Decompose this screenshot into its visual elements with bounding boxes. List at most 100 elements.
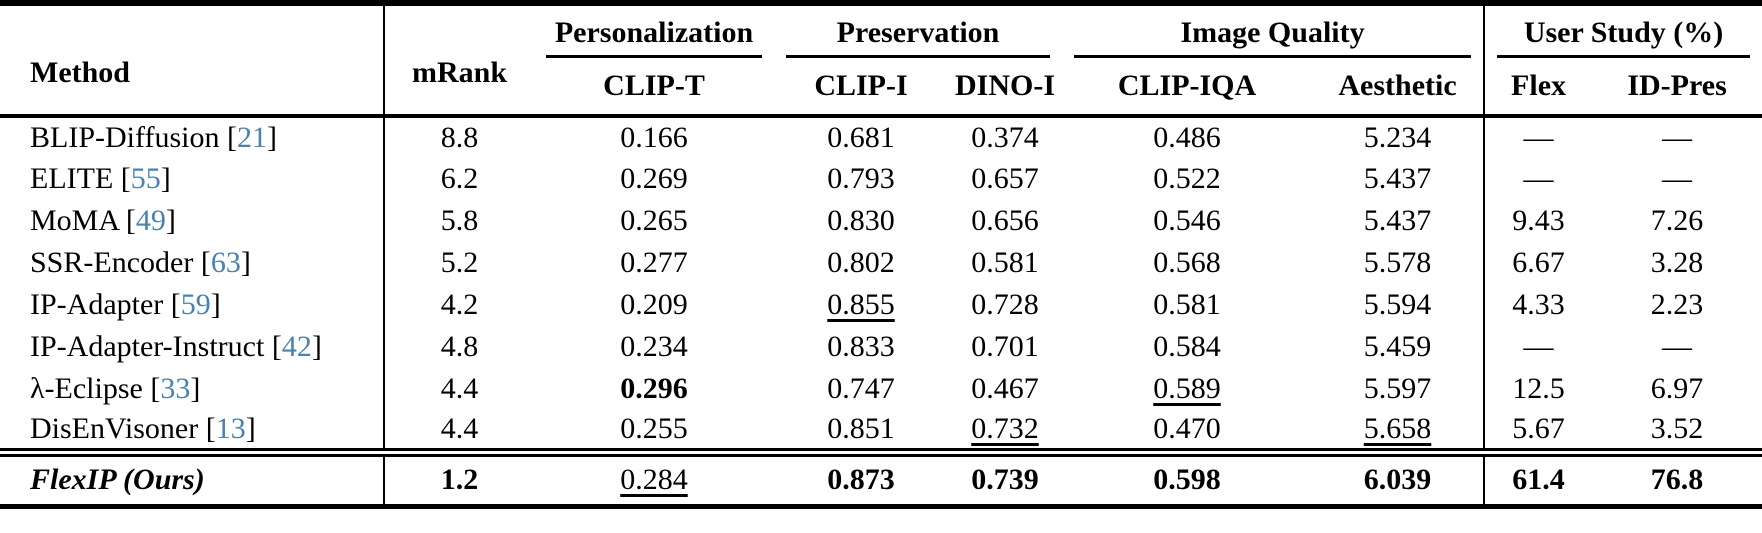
value-text: 0.581 [1153,288,1221,321]
value-text: 4.4 [440,372,479,405]
group-header-preservation: Preservation [774,6,1062,58]
citation-link[interactable]: 59 [180,288,211,321]
col-header-clip-iqa: CLIP-IQA [1062,58,1313,118]
value-cell: 5.597 [1312,368,1484,410]
value-text: 7.26 [1650,204,1704,237]
value-text: 6.67 [1512,246,1565,279]
value-text: 0.296 [620,372,688,405]
value-text: 0.467 [971,372,1039,405]
value-cell: 0.522 [1062,158,1312,200]
value-cell: 0.277 [534,242,774,284]
value-text: 5.597 [1363,372,1432,405]
method-cell: IP-Adapter [59] [30,288,221,321]
table-body: BLIP-Diffusion [21] 8.8 0.166 0.681 0.374 0.4… [0,116,1762,504]
group-header-user-study: User Study (%) [1483,6,1762,58]
value-cell: 12.5 [1483,368,1593,410]
value-text: 0.265 [620,204,688,237]
results-table-wrapper: Method mRank Personalization Preservatio… [0,0,1762,509]
value-cell: 0.598 [1062,447,1313,504]
value-cell: 5.578 [1312,242,1484,284]
value-text: 3.52 [1650,411,1704,445]
value-cell: 5.658 [1312,410,1484,452]
value-text: 6.97 [1650,372,1704,405]
col-header-method: Method [0,6,384,118]
method-name: FlexIP (Ours) [30,463,205,497]
value-cell: 0.265 [534,200,774,242]
value-cell: 0.269 [534,158,774,200]
value-text: 5.594 [1363,288,1432,321]
method-row: λ-Eclipse [33] 4.4 0.296 0.747 0.467 0.589 5.5… [0,368,1762,410]
value-text: 0.728 [971,288,1039,321]
value-cell: 6.97 [1592,368,1762,410]
value-text: 0.522 [1153,162,1221,195]
method-cell: MoMA [49] [30,204,176,237]
method-cell: DisEnVisoner [13] [30,411,256,445]
value-cell: 2.23 [1592,284,1762,326]
value-cell: — [1483,326,1593,368]
value-cell: 0.374 [948,116,1062,158]
value-text: — [1523,121,1554,154]
value-text: 0.470 [1153,411,1221,445]
table-header: Method mRank Personalization Preservatio… [0,6,1762,118]
value-cell: 0.657 [948,158,1062,200]
value-text: 6.039 [1363,463,1432,497]
method-name: IP-Adapter-Instruct [30,330,265,363]
header-sub-row: CLIP-T CLIP-I DINO-I CLIP-IQA Aesthetic … [0,58,1762,118]
value-cell: 5.2 [383,242,534,284]
value-cell: 0.589 [1062,368,1312,410]
method-name: λ-Eclipse [30,372,143,405]
value-text: 4.2 [440,288,479,321]
value-cell: 5.437 [1312,200,1484,242]
value-text: 0.589 [1153,372,1221,405]
citation-link[interactable]: 42 [281,330,312,363]
value-text: 0.830 [827,204,895,237]
value-cell: 0.284 [534,447,774,504]
method-cell: BLIP-Diffusion [21] [30,121,277,154]
citation-link[interactable]: 49 [135,204,166,237]
value-text: — [1662,121,1693,154]
value-text: 3.28 [1650,246,1704,279]
value-cell: 0.296 [534,368,774,410]
citation-link[interactable]: 63 [210,246,241,279]
value-text: 5.437 [1363,204,1432,237]
value-text: 0.234 [620,330,688,363]
method-name: SSR-Encoder [30,246,194,279]
value-text: 5.437 [1363,162,1432,195]
value-text: 5.234 [1363,121,1432,154]
citation-link[interactable]: 13 [215,411,246,445]
value-text: 6.2 [440,162,479,195]
method-row: MoMA [49] 5.8 0.265 0.830 0.656 0.546 5.437 9.4… [0,200,1762,242]
citation-link[interactable]: 21 [236,121,267,154]
value-text: 0.166 [620,121,688,154]
value-text: 0.584 [1153,330,1221,363]
value-cell: 6.67 [1483,242,1593,284]
group-header-user-study-label: User Study (%) [1497,14,1751,58]
group-header-preservation-label: Preservation [786,14,1051,58]
value-text: 4.33 [1512,288,1565,321]
value-cell: 0.793 [774,158,948,200]
value-text: 0.269 [620,162,688,195]
value-text: 0.851 [827,411,895,445]
value-cell: 6.039 [1312,447,1485,504]
value-text: 0.374 [971,121,1039,154]
value-cell: 0.830 [774,200,948,242]
value-cell: 0.701 [948,326,1062,368]
citation-link[interactable]: 33 [160,372,191,405]
value-cell: 5.437 [1312,158,1484,200]
value-text: 0.701 [971,330,1039,363]
col-header-id-pres: ID-Pres [1592,58,1762,118]
method-row: SSR-Encoder [63] 5.2 0.277 0.802 0.581 0.568 5… [0,242,1762,284]
value-cell: — [1483,116,1593,158]
value-cell: 0.166 [534,116,774,158]
value-text: 5.67 [1512,411,1565,445]
value-cell: 76.8 [1592,447,1762,504]
citation-link[interactable]: 55 [130,162,161,195]
value-text: 0.598 [1153,463,1221,497]
value-cell: 0.681 [774,116,948,158]
value-cell: 0.584 [1062,326,1312,368]
method-name: IP-Adapter [30,288,164,321]
value-cell: 0.873 [774,447,948,504]
value-cell: 3.52 [1592,410,1762,452]
value-cell: — [1483,158,1593,200]
value-cell: 0.656 [948,200,1062,242]
